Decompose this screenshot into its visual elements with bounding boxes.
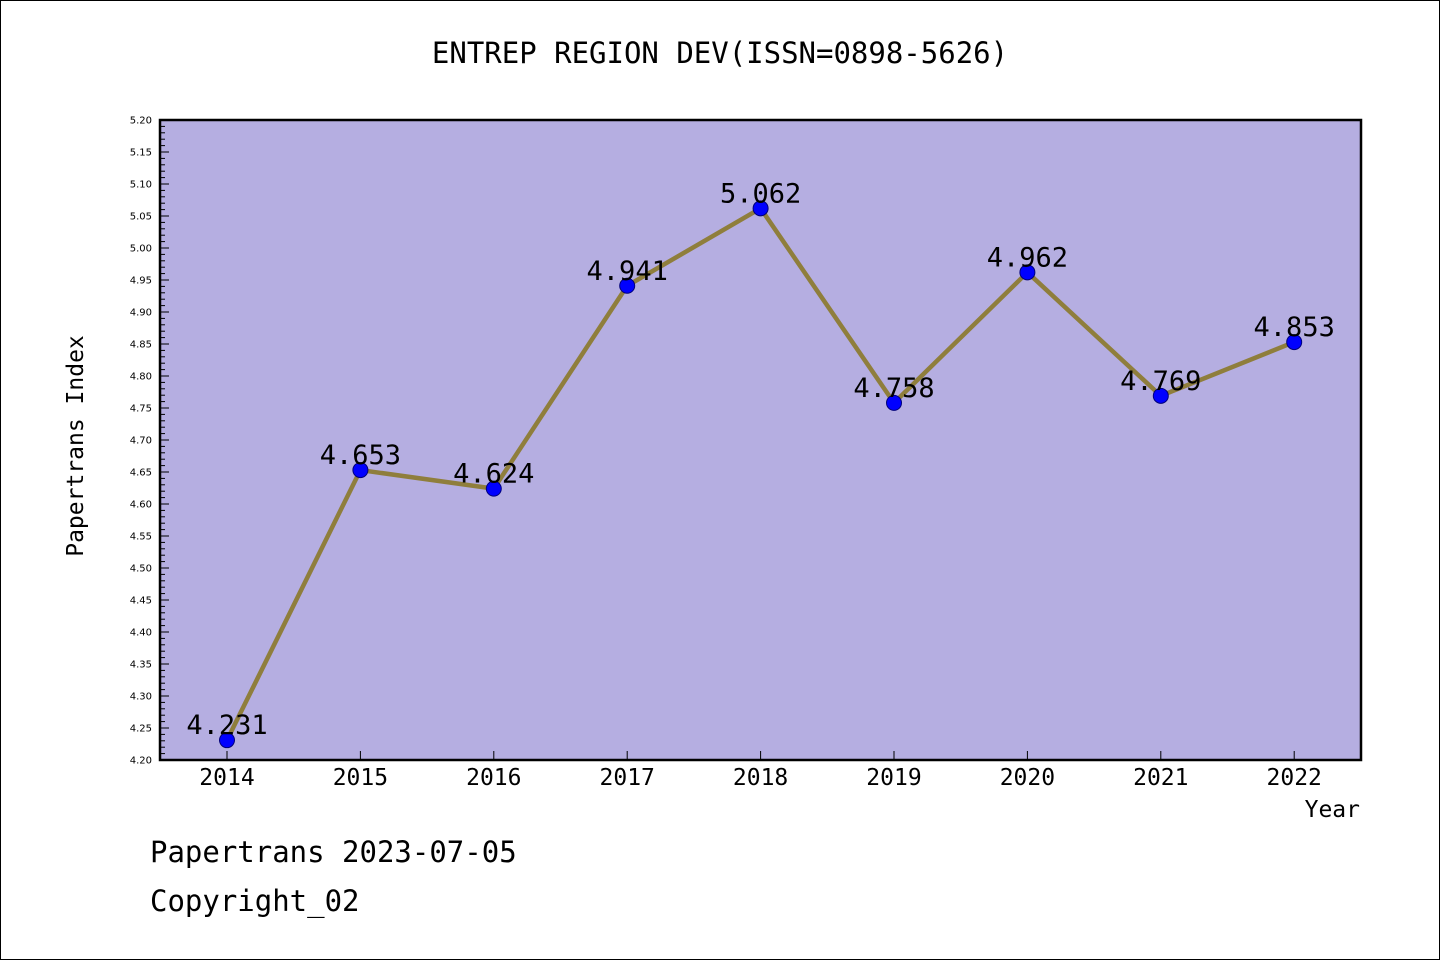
data-point	[352, 462, 369, 479]
data-label: 5.062	[720, 178, 801, 209]
y-tick-label: 4.40	[130, 628, 152, 639]
y-tick-label: 4.95	[130, 276, 152, 287]
footer-date: Papertrans 2023-07-05	[150, 835, 517, 869]
x-tick-label: 2017	[600, 765, 655, 791]
data-label: 4.962	[987, 242, 1068, 273]
data-point	[752, 200, 769, 217]
x-tick-label: 2014	[199, 765, 254, 791]
data-label: 4.231	[186, 710, 267, 741]
y-tick-label: 4.75	[130, 404, 152, 415]
y-tick-label: 5.15	[130, 148, 152, 159]
y-tick-label: 4.80	[130, 372, 152, 383]
data-label: 4.769	[1120, 366, 1201, 397]
y-tick-label: 5.20	[130, 116, 152, 127]
data-point	[1286, 334, 1303, 351]
data-point	[219, 732, 235, 749]
y-tick-label: 4.60	[130, 500, 152, 511]
y-tick-label: 5.00	[130, 244, 152, 255]
y-tick-label: 4.20	[130, 756, 152, 767]
x-tick-label: 2018	[733, 765, 788, 791]
data-point	[1152, 387, 1169, 404]
y-tick-label: 5.10	[130, 180, 152, 191]
y-tick-label: 4.65	[130, 468, 152, 479]
y-tick-label: 4.25	[130, 724, 152, 735]
y-tick-label: 4.90	[130, 308, 152, 319]
y-tick-label: 4.45	[130, 596, 152, 607]
data-label: 4.941	[587, 256, 668, 287]
x-tick-label: 2016	[466, 765, 521, 791]
data-label: 4.653	[320, 440, 401, 471]
data-point	[886, 394, 902, 411]
chart-title: ENTREP REGION DEV(ISSN=0898-5626)	[431, 36, 1009, 70]
x-tick-label: 2015	[333, 765, 388, 791]
y-tick-label: 4.50	[130, 564, 152, 575]
y-tick-label: 4.30	[130, 692, 152, 703]
x-axis-label: Year	[1304, 797, 1360, 823]
plot-area	[160, 120, 1361, 760]
data-point	[619, 277, 636, 294]
footer-copyright: Copyright_02	[150, 884, 360, 918]
y-tick-label: 4.70	[130, 436, 152, 447]
x-tick-label: 2022	[1267, 765, 1322, 791]
data-label: 4.853	[1254, 312, 1335, 343]
x-tick-label: 2021	[1133, 765, 1188, 791]
data-point	[485, 480, 502, 497]
y-tick-label: 4.35	[130, 660, 152, 671]
plot-border	[158, 118, 1363, 762]
y-tick-label: 4.55	[130, 532, 152, 543]
x-tick-label: 2019	[866, 765, 921, 791]
x-tick-label: 2020	[1000, 765, 1055, 791]
y-tick-label: 5.05	[130, 212, 152, 223]
data-label: 4.624	[453, 459, 534, 490]
data-label: 4.758	[853, 373, 934, 404]
data-point	[1019, 264, 1036, 281]
y-tick-label: 4.85	[130, 340, 152, 351]
